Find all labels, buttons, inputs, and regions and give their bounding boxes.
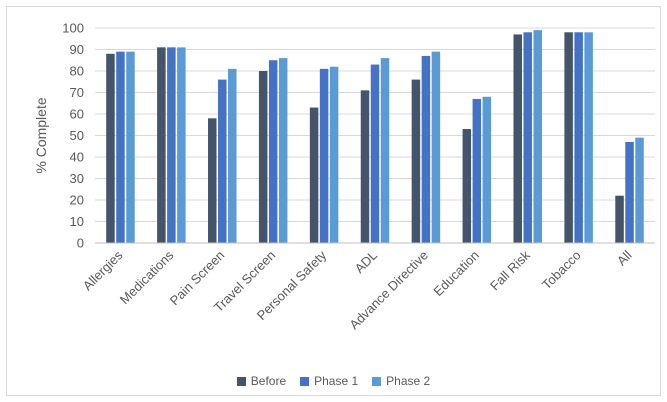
legend-swatch (372, 376, 382, 386)
bar-phase-2-medications (177, 47, 186, 243)
bar-phase-2-adl (380, 58, 390, 243)
legend-item: Phase 1 (300, 374, 358, 388)
bar-before-travel-screen (258, 71, 268, 243)
legend-label: Phase 1 (314, 374, 359, 388)
x-tick-label: Allergies (80, 247, 126, 293)
bar-phase-1-all (625, 141, 634, 243)
y-tick-label: 50 (70, 128, 84, 143)
bar-phase-2-all (635, 137, 644, 243)
y-axis-ticks: 0 10 20 30 40 50 60 70 80 90 100 (62, 21, 84, 251)
x-tick-label: All (614, 247, 635, 268)
bar-phase-1-pain-screen (218, 79, 227, 243)
bar-before-education (462, 129, 472, 243)
bar-phase-2-fall-risk (533, 30, 542, 244)
y-tick-label: 60 (70, 107, 84, 122)
legend-item: Phase 2 (372, 374, 430, 388)
bar-before-advance-directive (411, 79, 421, 243)
bar-phase-2-travel-screen (278, 58, 288, 243)
legend: Before Phase 1 Phase 2 (0, 373, 667, 389)
bar-phase-2-education (482, 96, 492, 243)
bar-phase-1-travel-screen (268, 60, 278, 243)
bars (106, 30, 644, 244)
bar-before-tobacco (564, 32, 573, 243)
legend-swatch (300, 376, 310, 386)
x-tick-label: Education (430, 248, 481, 299)
bar-before-allergies (106, 53, 115, 243)
legend-swatch (236, 376, 246, 386)
bar-phase-2-pain-screen (228, 68, 237, 243)
bar-phase-1-education (472, 98, 482, 243)
y-tick-label: 30 (70, 171, 84, 186)
bar-phase-2-allergies (126, 51, 135, 244)
bar-phase-1-advance-directive (421, 55, 431, 244)
bar-before-adl (360, 90, 370, 243)
bar-before-fall-risk (513, 34, 522, 244)
bar-phase-2-personal-safety (329, 66, 339, 243)
y-tick-label: 0 (77, 236, 84, 251)
y-tick-label: 90 (70, 42, 84, 57)
x-tick-label: Fall Risk (487, 247, 533, 293)
y-tick-label: 40 (70, 150, 84, 165)
bar-phase-1-medications (167, 47, 176, 243)
y-tick-label: 70 (70, 85, 84, 100)
x-tick-label: Tobacco (539, 248, 584, 293)
bar-before-personal-safety (309, 107, 319, 243)
x-tick-label: ADL (352, 248, 380, 276)
bar-phase-1-tobacco (574, 32, 583, 243)
bar-phase-2-tobacco (584, 32, 593, 243)
bar-phase-1-personal-safety (319, 68, 329, 243)
bar-before-pain-screen (208, 118, 217, 243)
y-tick-label: 80 (70, 64, 84, 79)
bar-phase-2-advance-directive (431, 51, 441, 244)
y-tick-label: 20 (70, 193, 84, 208)
bar-before-medications (157, 47, 166, 243)
legend-item: Before (236, 374, 287, 388)
gridlines (95, 27, 655, 222)
bar-before-all (615, 195, 624, 243)
y-tick-label: 100 (62, 21, 84, 36)
bar-phase-1-allergies (116, 51, 125, 244)
y-axis-label: % Complete (33, 97, 49, 173)
legend-label: Before (250, 374, 287, 388)
y-tick-label: 10 (70, 214, 84, 229)
bar-phase-1-fall-risk (523, 32, 532, 243)
bar-phase-1-adl (370, 64, 380, 243)
legend-label: Phase 2 (386, 374, 431, 388)
